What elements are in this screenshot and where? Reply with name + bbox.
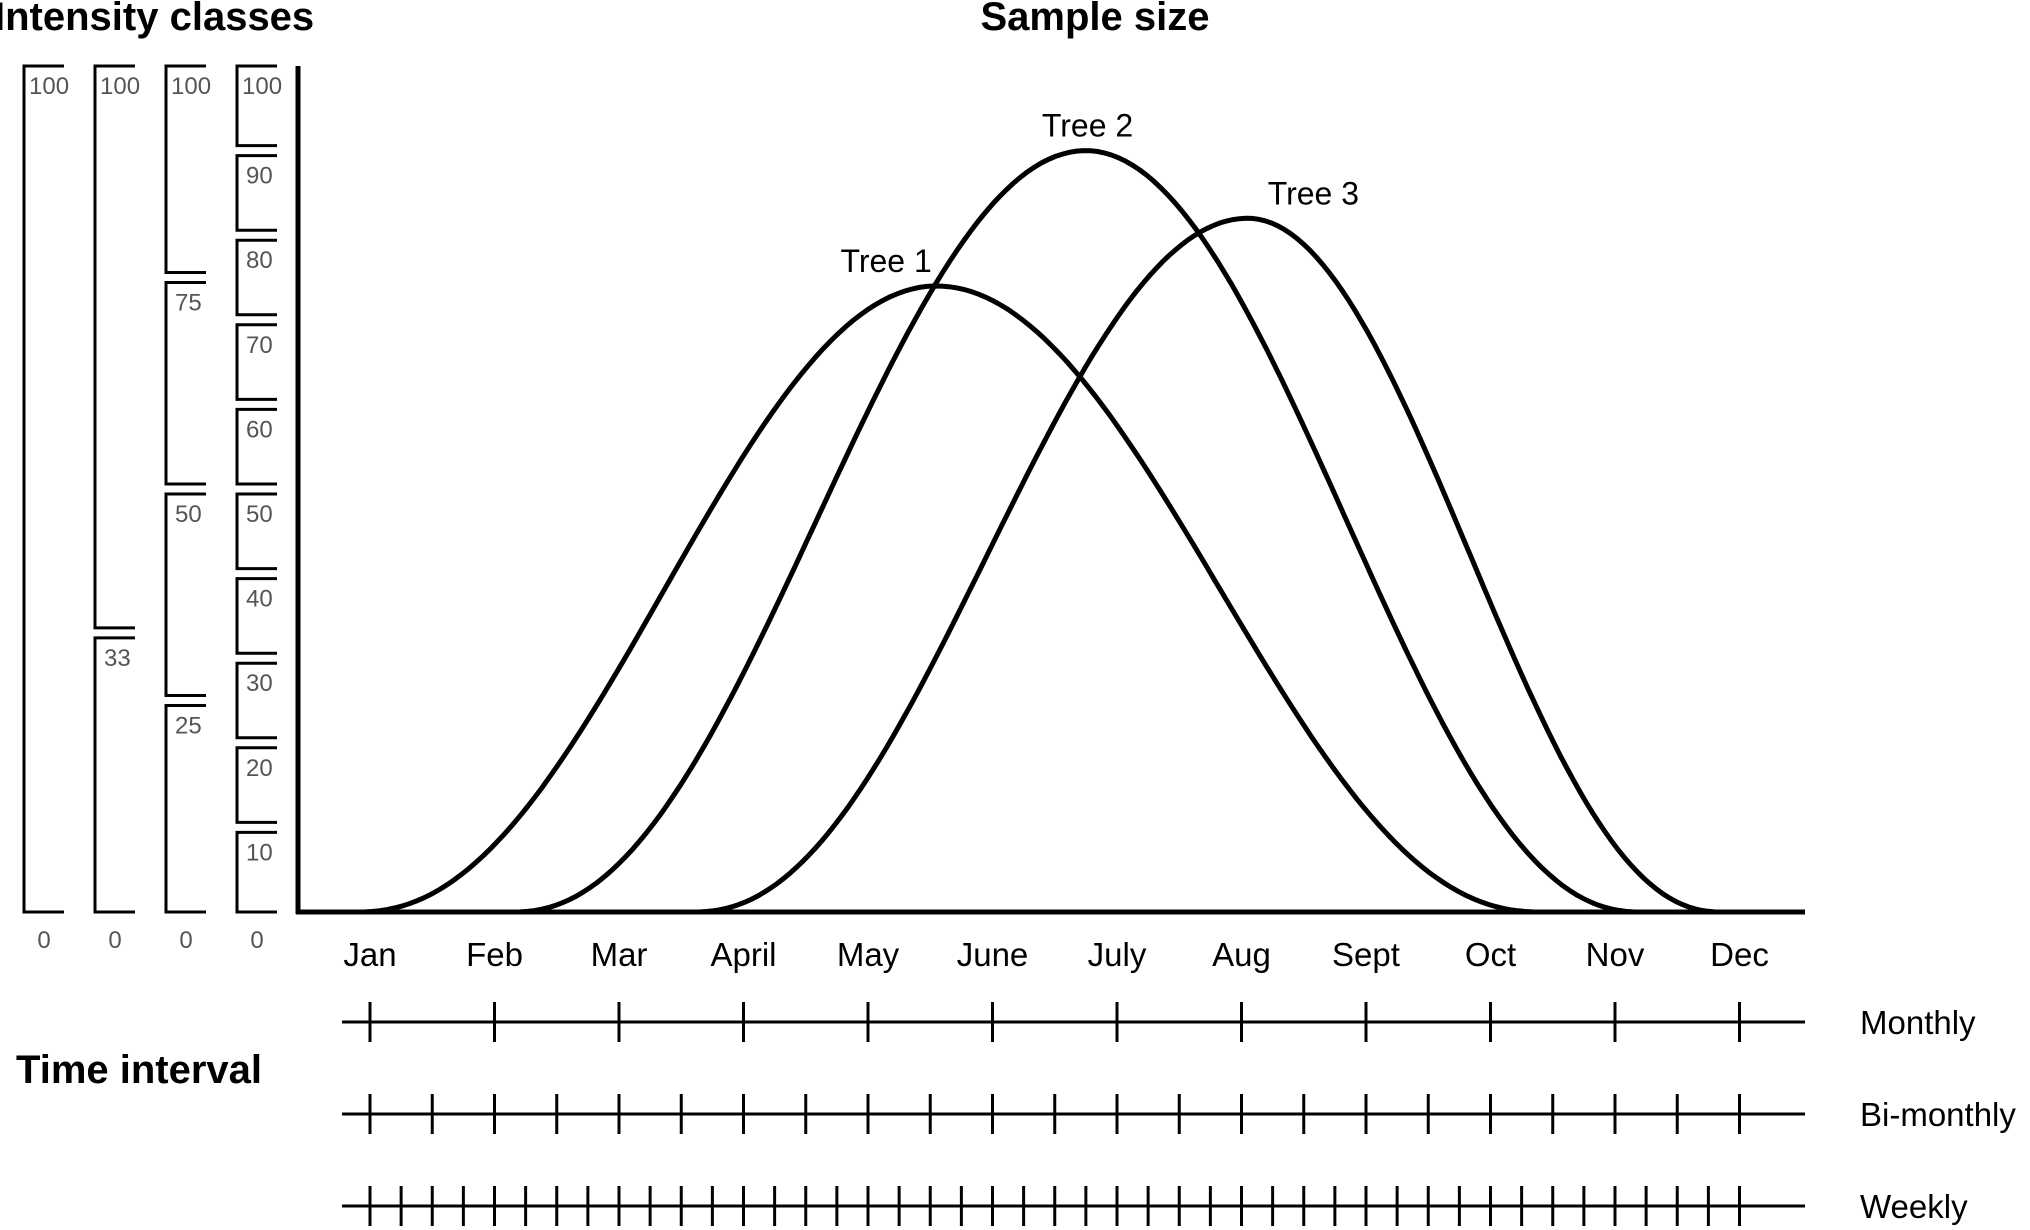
timeline-weekly: Weekly (342, 1186, 1968, 1226)
intensity-bracket (93, 636, 135, 914)
interval-label: Bi-monthly (1860, 1096, 2016, 1133)
intensity-bracket (235, 238, 277, 317)
label-tree-2: Tree 2 (1042, 108, 1133, 144)
intensity-class-label: 75 (175, 290, 202, 317)
month-label: Aug (1212, 936, 1271, 973)
intensity-bracket (164, 704, 206, 914)
label-tree-1: Tree 1 (840, 243, 931, 279)
tree-labels: Tree 1 Tree 2 Tree 3 (840, 108, 1359, 279)
intensity-classes-title: Intensity classes (0, 0, 314, 39)
intensity-class-label: 70 (246, 332, 273, 359)
sample-size-title: Sample size (980, 0, 1209, 39)
intensity-scale-2: 33 100 0 (93, 64, 140, 954)
month-label: April (710, 936, 776, 973)
intensity-scale-4: 10 20 30 40 50 60 70 80 90 100 0 (235, 64, 282, 954)
intensity-bracket (235, 492, 277, 571)
month-label: Feb (466, 936, 523, 973)
intensity-class-label: 100 (100, 73, 140, 100)
intensity-scale-1: 100 0 (22, 64, 69, 954)
intensity-bracket (235, 154, 277, 232)
intensity-scales: 1000331000255075100010203040506070809010… (22, 64, 282, 954)
intensity-bracket (235, 64, 277, 148)
intensity-scale-3: 25 50 75 100 0 (164, 64, 211, 954)
curve-tree-3 (693, 215, 1721, 915)
intensity-bracket (235, 746, 277, 824)
month-labels: Jan Feb Mar April May June July Aug Sept Oct Nov De… (343, 936, 1768, 973)
month-label: Jan (343, 936, 396, 973)
timeline-bi-monthly: Bi-monthly (342, 1094, 2016, 1134)
intensity-bracket (235, 830, 277, 914)
intensity-class-label: 10 (246, 839, 273, 866)
timeline-monthly: Monthly (342, 1002, 1976, 1042)
intensity-zero-label: 0 (250, 927, 263, 954)
time-interval-title: Time interval (16, 1048, 262, 1092)
intensity-class-label: 40 (246, 586, 273, 613)
chart-axes (295, 66, 1805, 915)
intensity-bracket (164, 281, 206, 486)
intensity-zero-label: 0 (108, 927, 121, 954)
intensity-bracket (22, 64, 64, 914)
intensity-class-label: 20 (246, 755, 273, 782)
intensity-bracket (235, 661, 277, 740)
intensity-bracket (164, 64, 206, 274)
intensity-bracket (164, 492, 206, 697)
intensity-class-label: 100 (29, 73, 69, 100)
intensity-class-label: 60 (246, 416, 273, 443)
intensity-class-label: 33 (104, 645, 131, 672)
intensity-class-label: 50 (175, 501, 202, 528)
intensity-zero-label: 0 (179, 927, 192, 954)
tree-curves (357, 148, 1721, 915)
curve-tree-2 (513, 148, 1640, 915)
time-interval-lines: Monthly Bi-monthly Weekly (342, 1002, 2016, 1226)
intensity-class-label: 50 (246, 501, 273, 528)
intensity-class-label: 100 (242, 73, 282, 100)
month-label: May (837, 936, 900, 973)
month-label: Nov (1586, 936, 1645, 973)
intensity-class-label: 30 (246, 670, 273, 697)
intensity-class-label: 25 (175, 713, 202, 740)
label-tree-3: Tree 3 (1268, 175, 1359, 211)
intensity-bracket (93, 64, 135, 630)
intensity-class-label: 100 (171, 73, 211, 100)
month-label: Mar (591, 936, 648, 973)
month-label: July (1088, 936, 1147, 973)
intensity-bracket (235, 323, 277, 401)
intensity-bracket (235, 577, 277, 655)
intensity-zero-label: 0 (37, 927, 50, 954)
month-label: June (957, 936, 1029, 973)
month-label: Sept (1332, 936, 1400, 973)
month-label: Oct (1465, 936, 1516, 973)
intensity-class-label: 90 (246, 163, 273, 190)
interval-label: Weekly (1860, 1188, 1968, 1225)
interval-label: Monthly (1860, 1004, 1976, 1041)
month-label: Dec (1710, 936, 1769, 973)
curve-tree-1 (357, 283, 1541, 915)
intensity-bracket (235, 407, 277, 486)
intensity-class-label: 80 (246, 247, 273, 274)
